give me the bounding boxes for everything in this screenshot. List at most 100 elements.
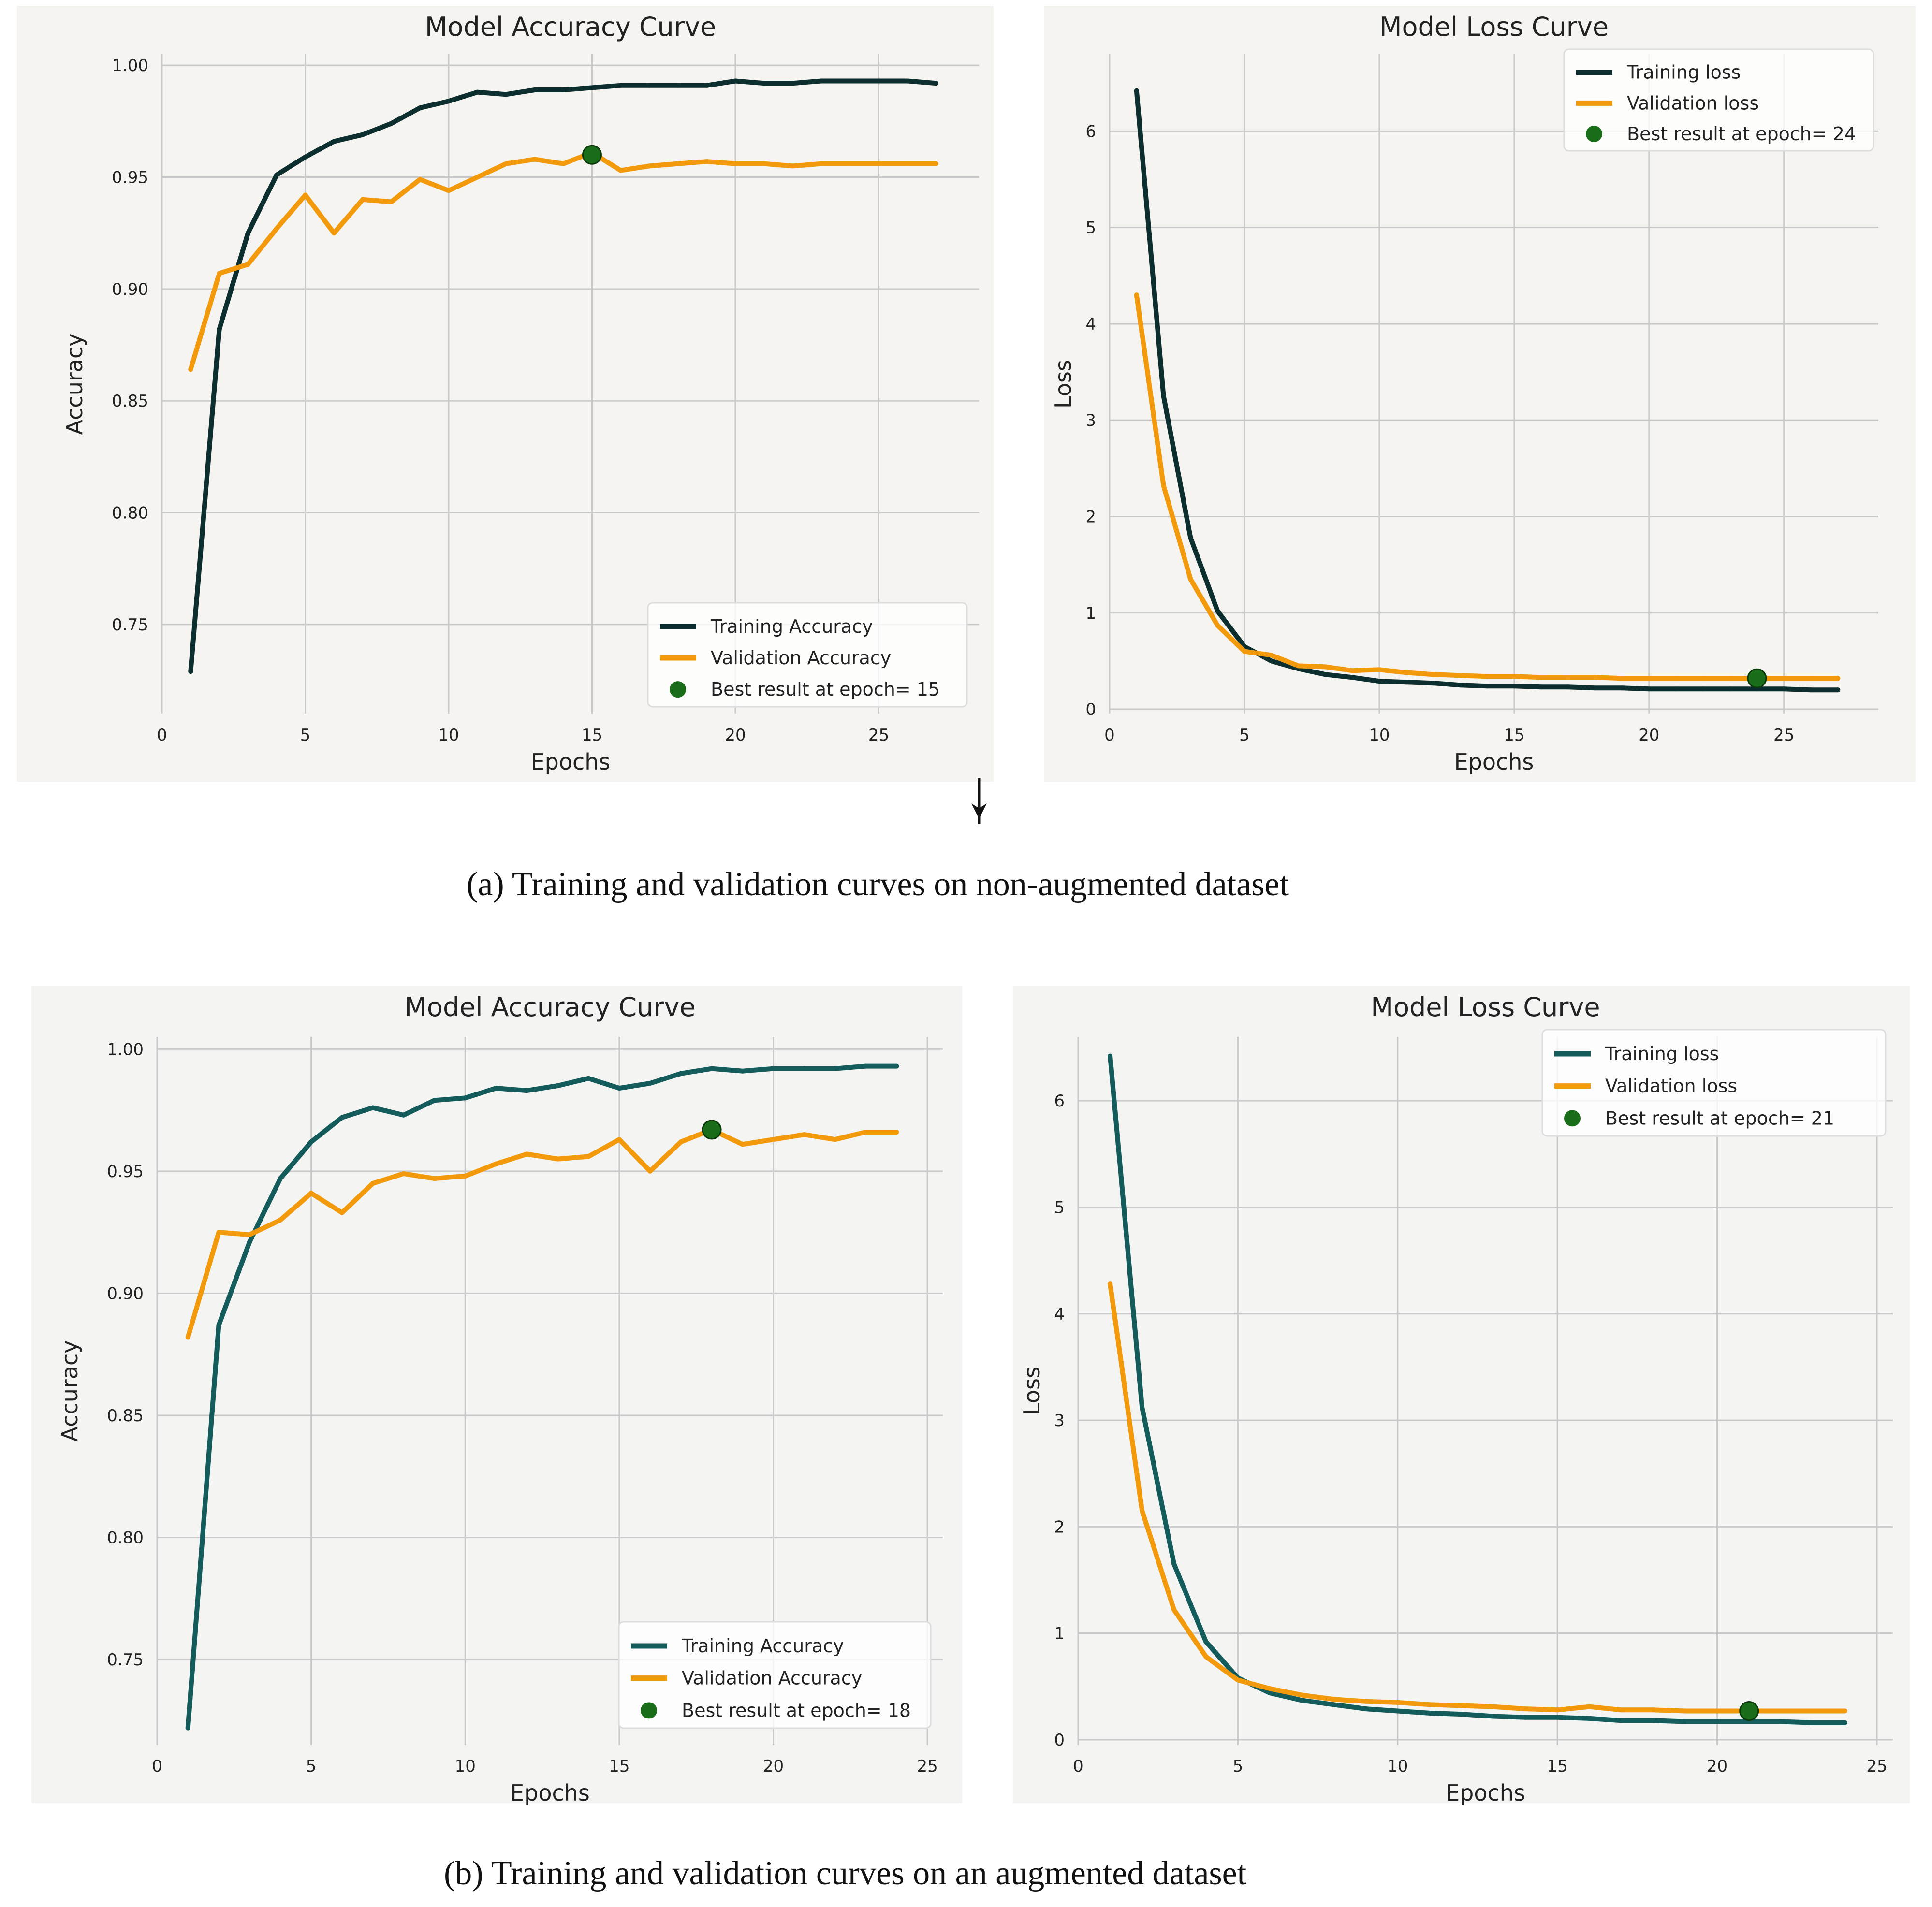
data-point xyxy=(1269,653,1274,658)
data-point xyxy=(524,1088,529,1093)
data-point xyxy=(1235,1677,1241,1683)
data-point xyxy=(1134,292,1139,298)
y-tick-label: 4 xyxy=(1085,315,1096,334)
data-point xyxy=(740,1068,745,1074)
data-point xyxy=(905,78,910,84)
y-tick-label: 3 xyxy=(1054,1411,1065,1430)
best-result-marker xyxy=(582,145,602,165)
legend-box xyxy=(647,602,968,708)
data-point xyxy=(1714,1719,1720,1724)
data-point xyxy=(1810,1720,1815,1725)
data-point xyxy=(1593,685,1598,691)
caption-a: (a) Training and validation curves on no… xyxy=(467,866,1289,903)
data-point xyxy=(1203,1654,1209,1660)
data-point xyxy=(216,1230,221,1235)
legend-label: Best result at epoch= 24 xyxy=(1627,123,1856,145)
data-point xyxy=(331,139,337,144)
data-point xyxy=(1620,676,1625,681)
accuracy-chart-non-augmented: 0 5 10 15 20 25 0.75 0.80 0.85 0.90 0.95 1.00 Model … xyxy=(17,6,994,782)
data-point xyxy=(863,1130,868,1135)
y-axis-label: Accuracy xyxy=(57,1340,83,1441)
data-point xyxy=(339,1210,345,1215)
loss-chart-augmented: 0 5 10 15 20 25 0 1 2 3 4 5 6 Model Loss Curve Epochs L… xyxy=(1013,986,1910,1806)
data-point xyxy=(1171,1561,1177,1567)
data-point xyxy=(247,1232,252,1237)
y-tick-label: 0.75 xyxy=(107,1650,144,1670)
caption-b: (b) Training and validation curves on an… xyxy=(444,1855,1247,1892)
x-tick-label: 25 xyxy=(1773,726,1794,745)
data-point xyxy=(1323,664,1328,670)
y-tick-label: 0.80 xyxy=(112,504,148,523)
data-point xyxy=(463,1173,468,1179)
data-point xyxy=(1511,684,1517,689)
accuracy-chart-augmented: 0 5 10 15 20 25 0.75 0.80 0.85 0.90 0.95 1.00 Model … xyxy=(31,986,962,1806)
data-point xyxy=(704,159,709,164)
data-point xyxy=(709,1066,715,1071)
accuracy-chart-b-svg: 0 5 10 15 20 25 0.75 0.80 0.85 0.90 0.95 1.00 Model … xyxy=(57,992,943,1806)
y-tick-label: 0 xyxy=(1054,1731,1065,1750)
data-point xyxy=(1140,1405,1145,1410)
data-point xyxy=(446,99,451,104)
x-tick-label: 0 xyxy=(152,1757,162,1776)
y-axis-label: Loss xyxy=(1019,1367,1045,1415)
x-axis-label: Epochs xyxy=(1446,1780,1525,1806)
data-point xyxy=(475,89,480,95)
data-point xyxy=(1331,1702,1336,1707)
data-point xyxy=(876,78,881,84)
data-point xyxy=(1808,676,1814,681)
data-point xyxy=(1458,683,1463,688)
data-point xyxy=(216,1323,221,1328)
data-point xyxy=(493,1161,498,1166)
data-point xyxy=(188,367,193,372)
data-point xyxy=(1727,686,1733,692)
data-point xyxy=(1376,667,1382,672)
legend-label: Training loss xyxy=(1605,1043,1719,1064)
legend-swatch xyxy=(1586,126,1602,142)
data-point xyxy=(370,1181,376,1186)
data-point xyxy=(1646,686,1652,692)
x-tick-label: 5 xyxy=(1233,1757,1244,1776)
data-point xyxy=(876,161,881,166)
x-tick-label: 10 xyxy=(1387,1757,1408,1776)
data-point xyxy=(389,199,394,204)
data-point xyxy=(1619,1707,1624,1713)
best-result-marker xyxy=(1747,668,1767,688)
data-point xyxy=(647,163,652,169)
chart-title: Model Loss Curve xyxy=(1371,992,1600,1022)
y-tick-label: 1.00 xyxy=(107,1040,144,1059)
legend-label: Validation loss xyxy=(1627,92,1759,114)
data-point xyxy=(819,78,824,84)
data-point xyxy=(1651,1718,1656,1723)
data-point xyxy=(1593,675,1598,680)
data-point xyxy=(493,1086,498,1091)
data-point xyxy=(475,175,480,180)
x-axis-label: Epochs xyxy=(531,749,611,775)
data-point xyxy=(771,1066,776,1071)
data-point xyxy=(678,1139,684,1145)
data-point xyxy=(1296,663,1301,669)
data-point xyxy=(432,1176,437,1181)
data-point xyxy=(1108,1053,1113,1059)
x-tick-label: 0 xyxy=(157,726,167,745)
data-point xyxy=(1538,675,1544,680)
data-point xyxy=(1459,1703,1464,1708)
data-point xyxy=(832,1066,837,1071)
chart-title: Model Loss Curve xyxy=(1379,12,1609,42)
y-tick-label: 0.90 xyxy=(112,280,148,299)
data-point xyxy=(1299,1698,1304,1703)
data-point xyxy=(647,1080,653,1086)
data-point xyxy=(771,1137,776,1142)
data-point xyxy=(1323,672,1328,677)
data-point xyxy=(1555,1707,1560,1713)
data-point xyxy=(1651,1707,1656,1713)
data-point xyxy=(1161,393,1166,399)
data-point xyxy=(675,83,681,88)
data-point xyxy=(1108,1281,1113,1287)
data-point xyxy=(1842,1720,1847,1725)
y-tick-label: 2 xyxy=(1085,507,1096,526)
y-axis-label: Loss xyxy=(1050,360,1076,408)
data-point xyxy=(1459,1712,1464,1717)
legend-label: Best result at epoch= 21 xyxy=(1605,1107,1834,1129)
y-tick-label: 1 xyxy=(1085,604,1096,623)
y-tick-label: 0.80 xyxy=(107,1529,144,1548)
